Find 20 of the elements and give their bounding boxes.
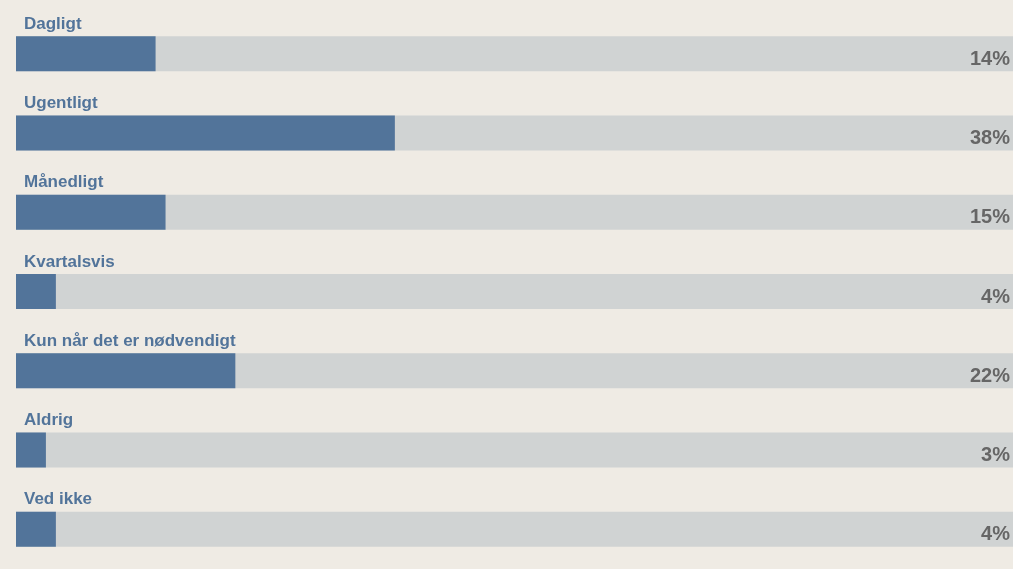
data-label: 4% — [981, 284, 1011, 307]
data-label: 22% — [969, 363, 1011, 386]
y-tick-label: Dagligt — [24, 13, 82, 33]
y-tick-label: Aldrig — [24, 410, 74, 430]
data-label: 14% — [969, 46, 1011, 69]
y-tick-label: Kun når det er nødvendigt — [24, 330, 236, 350]
bar — [16, 194, 166, 230]
data-label: 38% — [969, 125, 1011, 148]
y-tick-label: Ugentligt — [24, 92, 98, 112]
bar — [16, 274, 56, 309]
bar — [16, 36, 156, 72]
y-tick-label: Månedligt — [24, 172, 104, 192]
y-tick-label: Ved ikke — [24, 489, 93, 509]
data-label: 3% — [981, 443, 1011, 466]
bar — [16, 353, 236, 389]
bar — [16, 511, 56, 547]
y-tick-label: Kvartalsvis — [24, 251, 115, 271]
bar — [16, 432, 46, 468]
data-label: 15% — [969, 205, 1011, 228]
data-label: 4% — [981, 522, 1011, 545]
